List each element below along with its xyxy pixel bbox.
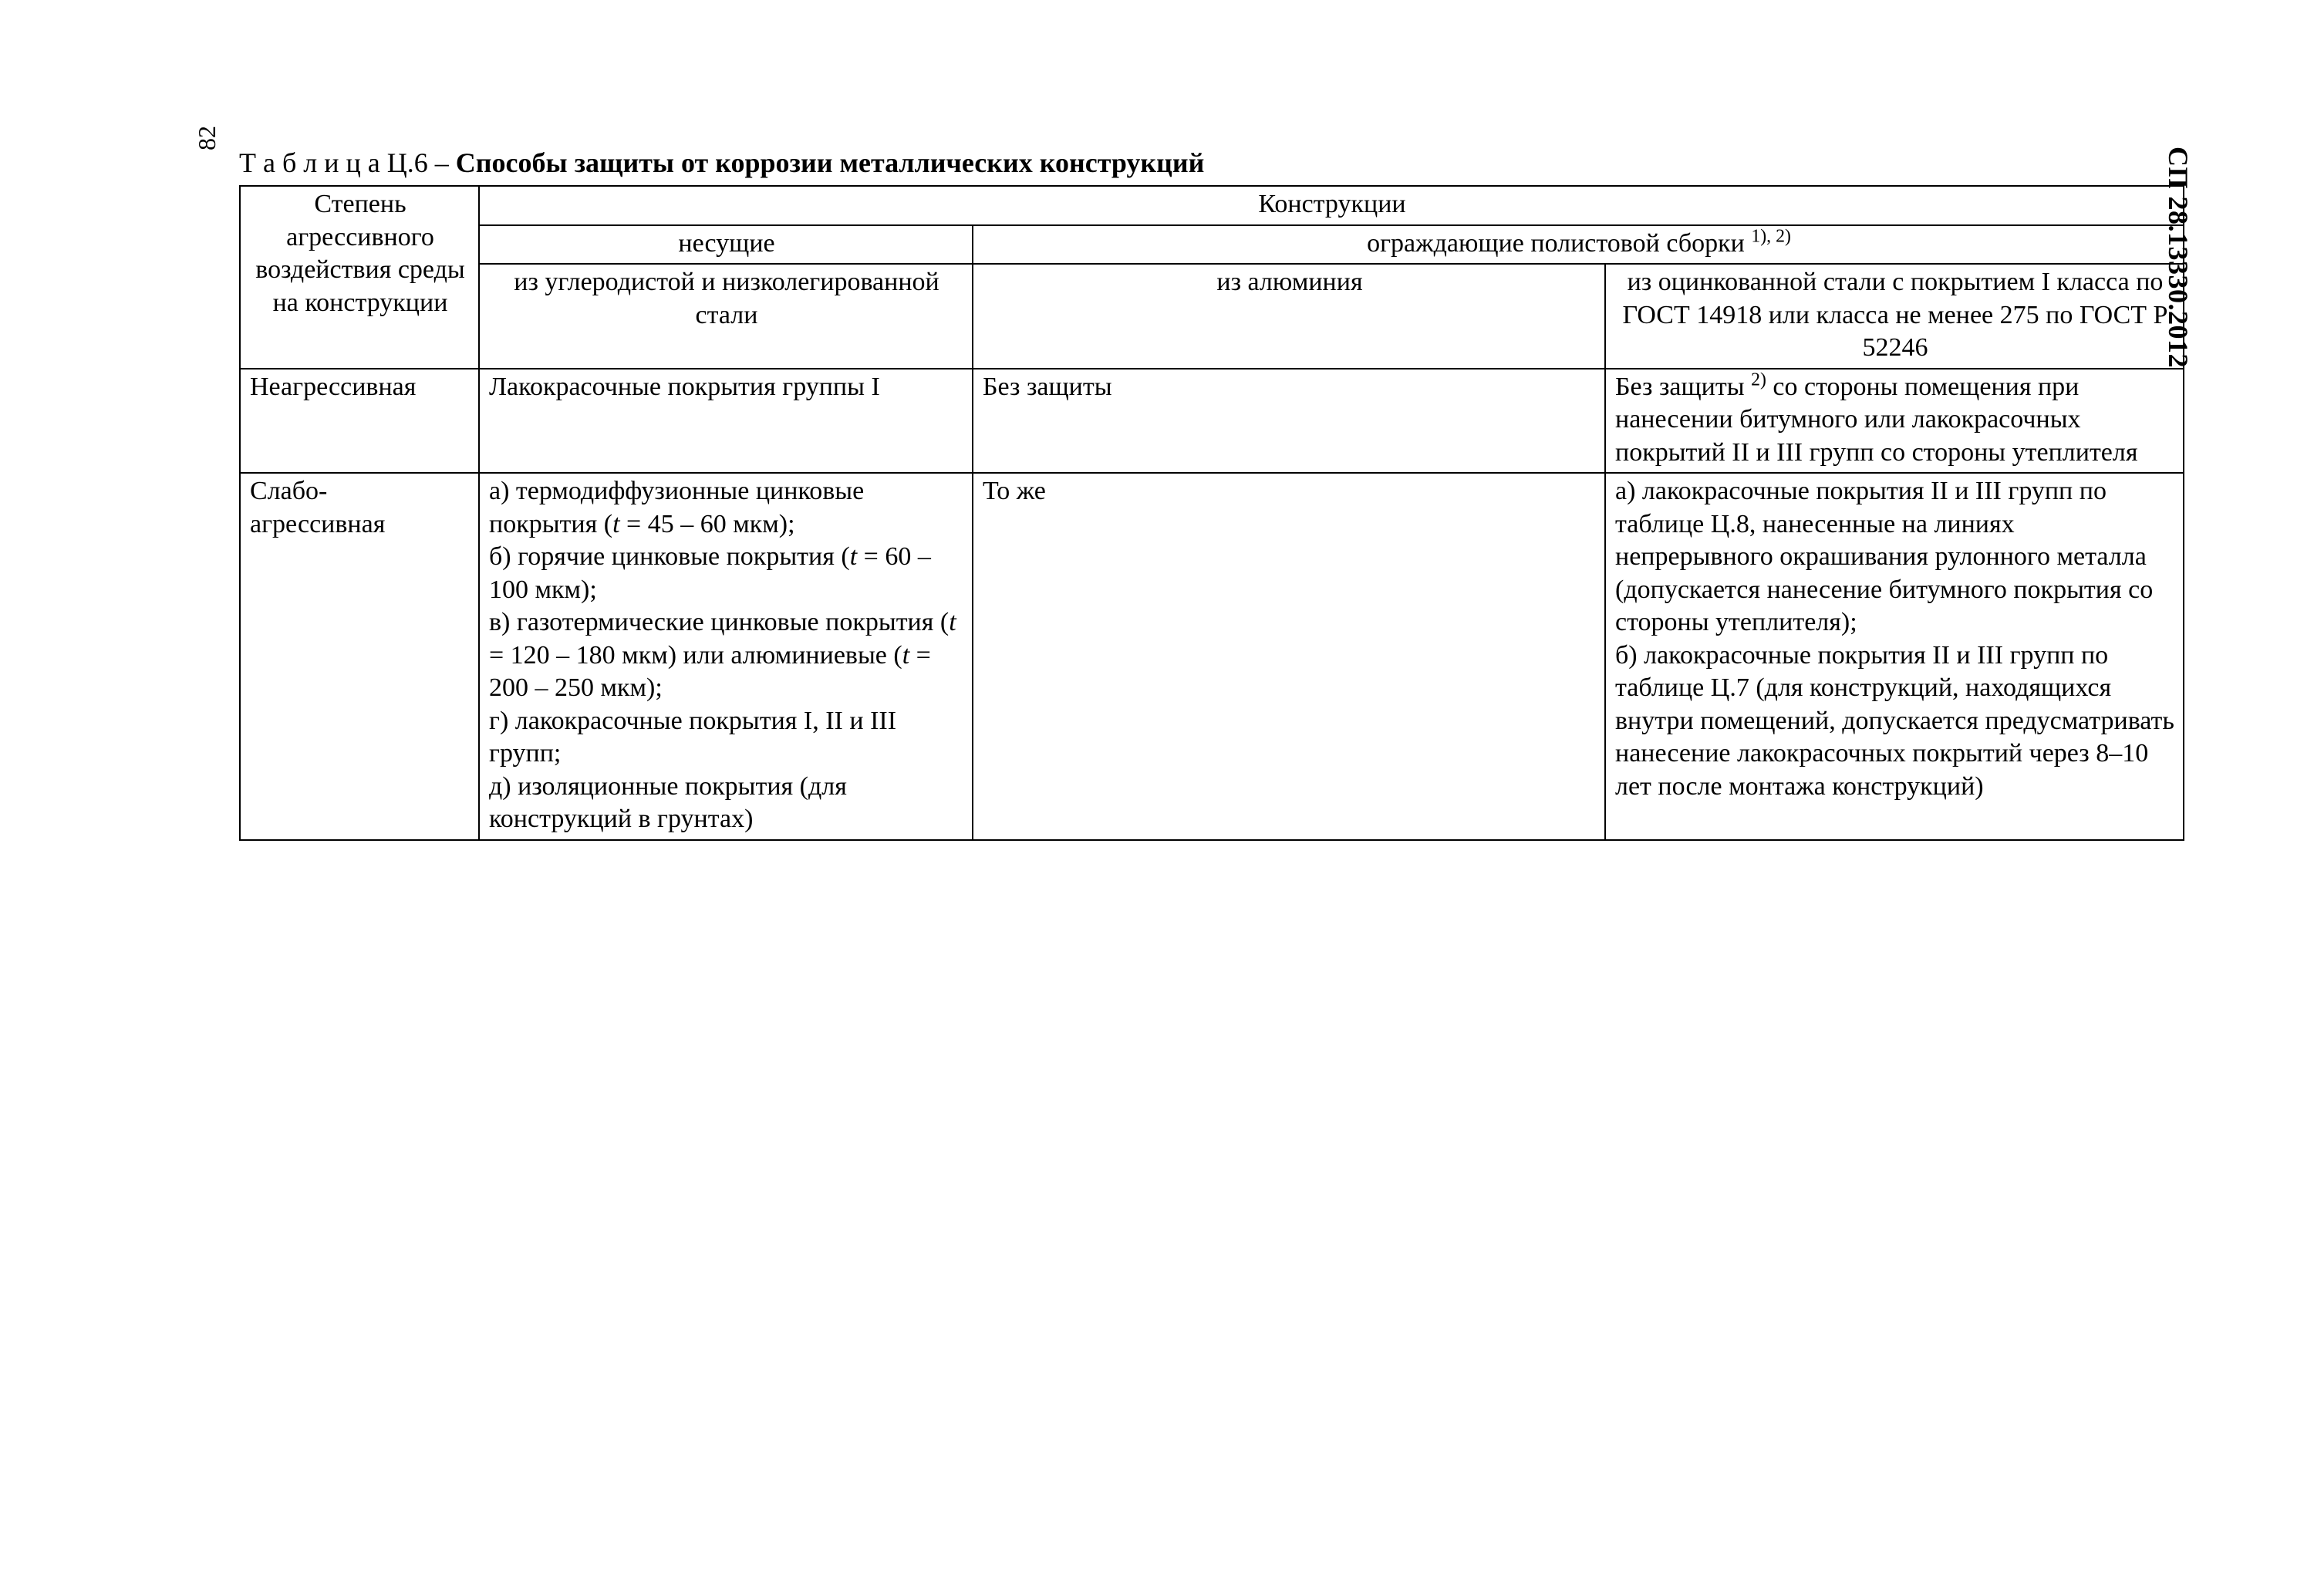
document-id: СП 28.13330.2012	[2162, 147, 2194, 368]
header-row-3: из углеродистой и низколегированной стал…	[240, 264, 2184, 369]
caption-number: Ц.6	[387, 147, 428, 178]
line-a-var: t	[612, 510, 619, 538]
col-carbon-steel: из углеродистой и низколегированной стал…	[479, 264, 973, 369]
line-c-mid: = 120 – 180 мкм) или алюминиевые (	[489, 641, 902, 670]
header-row-1: Степень агрессивного воздействия среды н…	[240, 186, 2184, 225]
cell-carbon: а) термодиффузионные цинковые покрытия (…	[479, 473, 973, 840]
table-row: Неагрессивная Лакокрасочные покрытия гру…	[240, 369, 2184, 474]
caption-dash: –	[435, 147, 449, 178]
cell-galvanized: а) лакокрасочные покрытия II и III групп…	[1605, 473, 2184, 840]
cell-aluminum: То же	[973, 473, 1605, 840]
table-row: Слабо-агрессивная а) термодиффузионные ц…	[240, 473, 2184, 840]
line-e: д) изоляционные покрытия (для конструкци…	[489, 772, 847, 834]
line-b-pre: б) горячие цинковые покрытия (	[489, 542, 850, 571]
page: 82 СП 28.13330.2012 Т а б л и ц а Ц.6 – …	[0, 0, 2314, 1596]
header-row-2: несущие ограждающие полистовой сборки 1)…	[240, 225, 2184, 265]
line-c-pre: в) газотермические цинковые покрытия (	[489, 608, 949, 636]
cell-degree: Слабо-агрессивная	[240, 473, 479, 840]
col-enclosing-sup: 1), 2)	[1751, 226, 1791, 246]
page-number: 82	[193, 126, 221, 150]
col-degree: Степень агрессивного воздействия среды н…	[240, 186, 479, 369]
line-c-var2: t	[902, 641, 909, 670]
caption-title: Способы защиты от коррозии металлических…	[456, 147, 1205, 178]
col-constructions: Конструкции	[479, 186, 2184, 225]
cell-degree: Неагрессивная	[240, 369, 479, 474]
cell-carbon: Лакокрасочные покрытия группы I	[479, 369, 973, 474]
col-enclosing: ограждающие полистовой сборки 1), 2)	[973, 225, 2184, 265]
col-load-bearing: несущие	[479, 225, 973, 265]
col-galvanized: из оцинкованной стали с покрытием I клас…	[1605, 264, 2184, 369]
col-enclosing-text: ограждающие полистовой сборки	[1367, 229, 1751, 258]
line-a-post: = 45 – 60 мкм);	[620, 510, 795, 538]
line-d: г) лакокрасочные покрытия I, II и III гр…	[489, 707, 896, 768]
table-caption: Т а б л и ц а Ц.6 – Способы защиты от ко…	[239, 147, 2160, 179]
cell-galvanized: Без защиты 2) со стороны помещения при н…	[1605, 369, 2184, 474]
caption-label: Т а б л и ц а	[239, 147, 380, 178]
corrosion-protection-table: Степень агрессивного воздействия среды н…	[239, 185, 2184, 841]
line-b-var: t	[850, 542, 857, 571]
col-aluminum: из алюминия	[973, 264, 1605, 369]
line-c-var: t	[949, 608, 956, 636]
cell-galv-sup: 2)	[1751, 369, 1766, 390]
cell-galv-pre: Без защиты	[1615, 373, 1751, 401]
cell-aluminum: Без защиты	[973, 369, 1605, 474]
